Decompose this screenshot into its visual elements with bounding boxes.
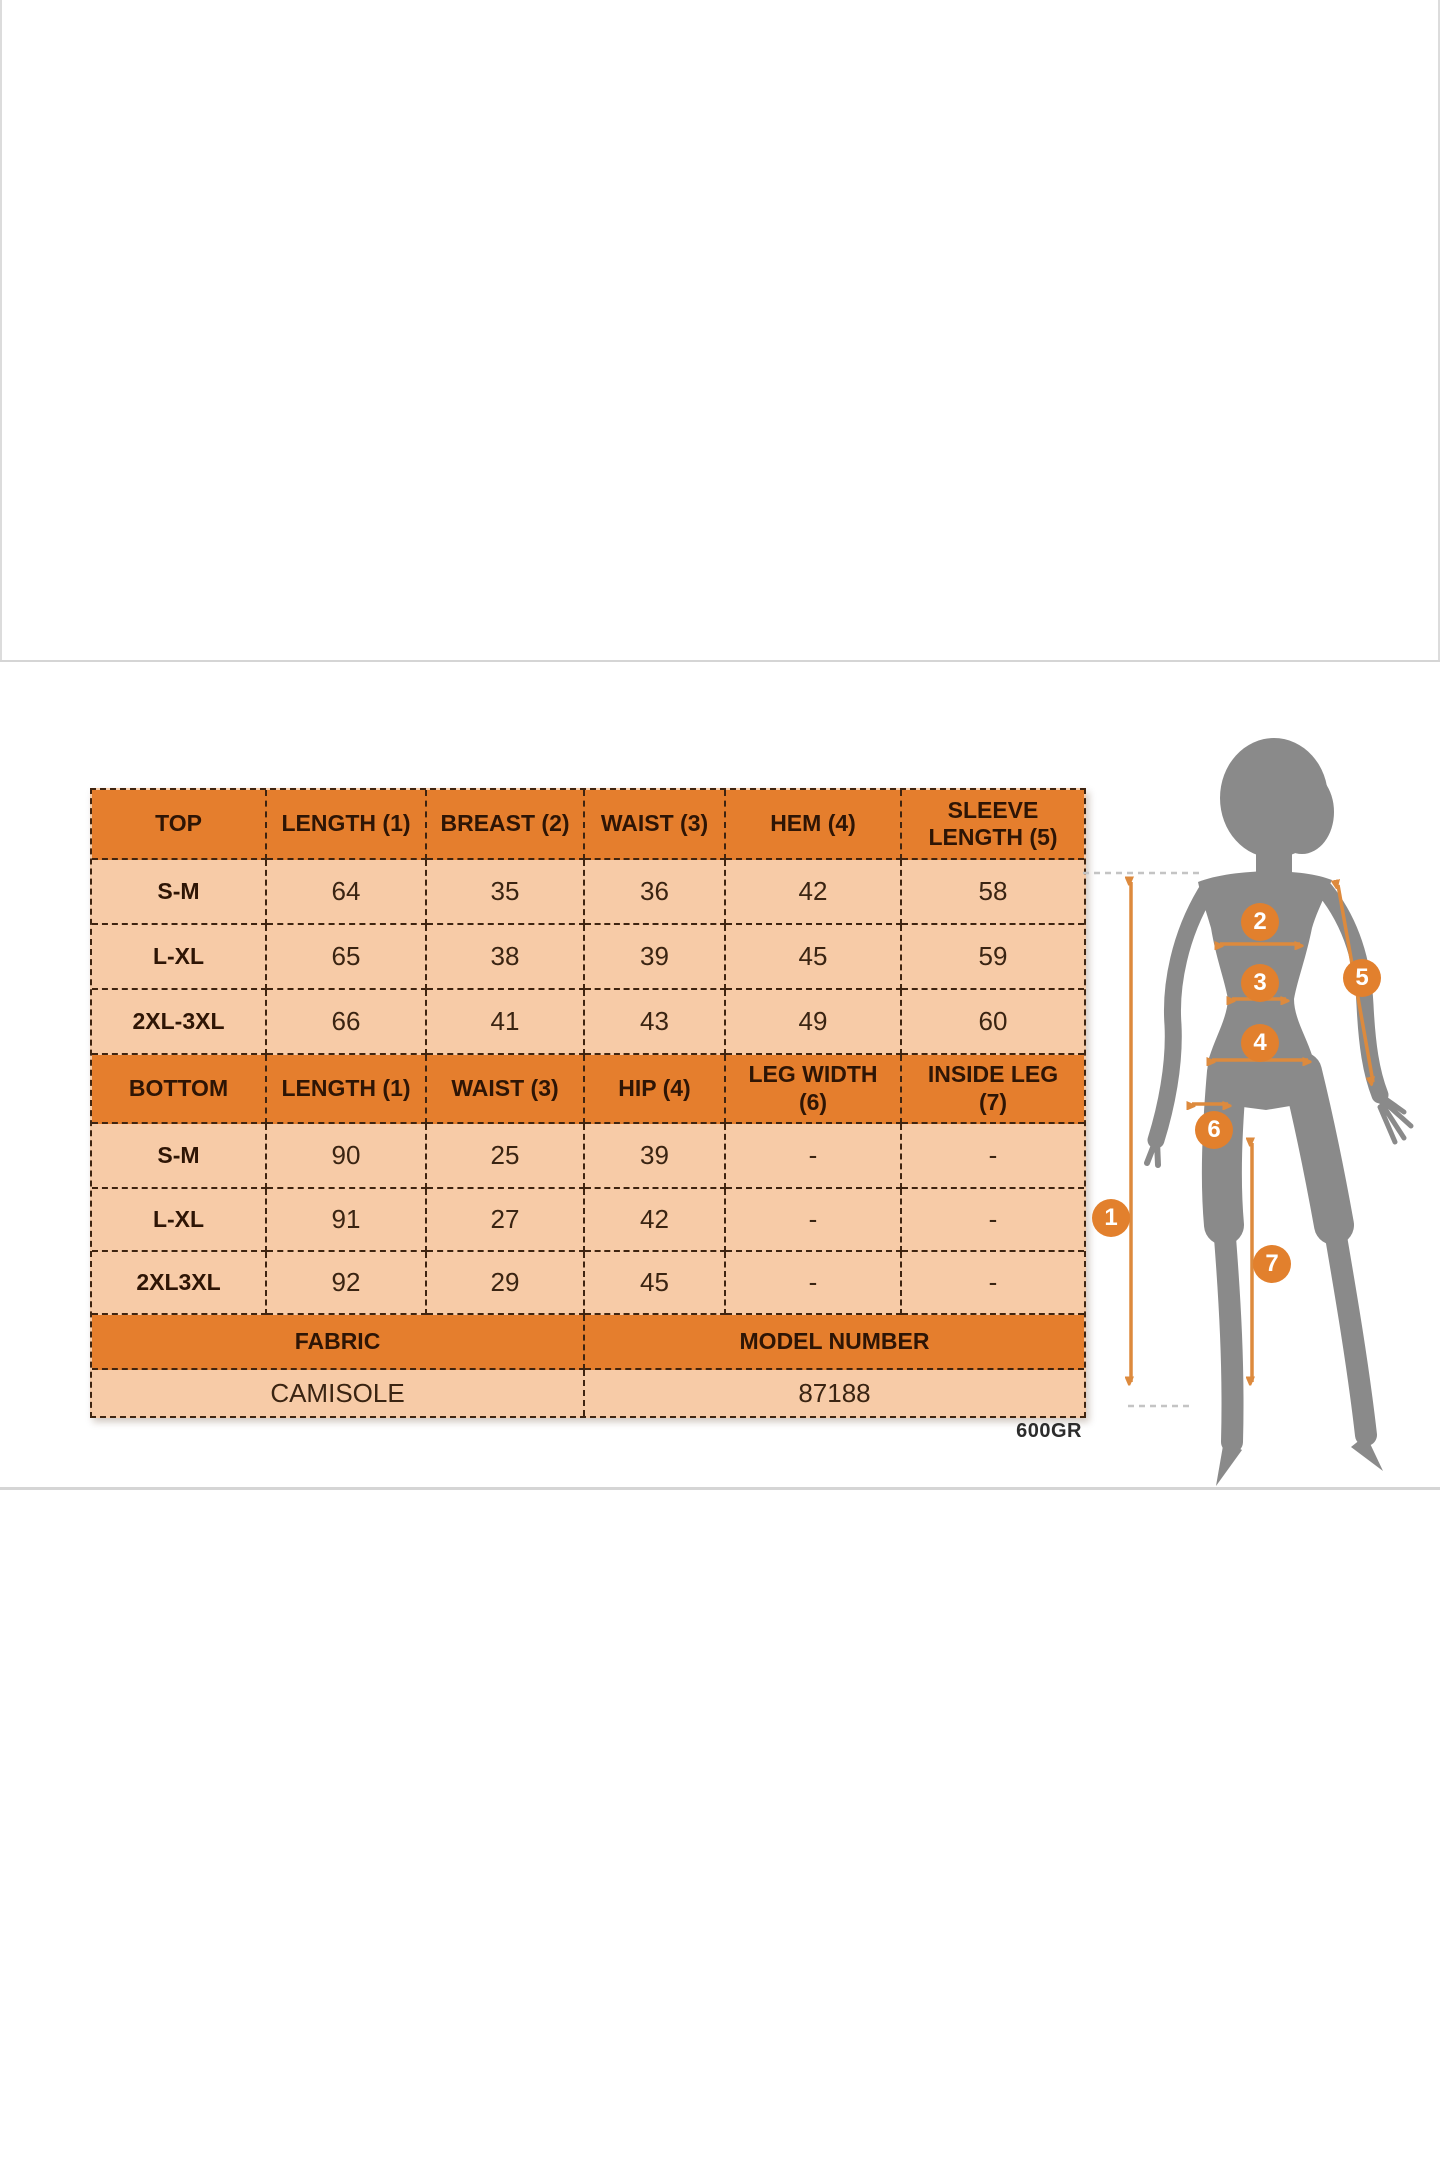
measurement-value: 39 bbox=[585, 1124, 726, 1189]
measurement-value: 90 bbox=[267, 1124, 427, 1189]
measurement-value: 92 bbox=[267, 1252, 427, 1315]
measurement-value: 43 bbox=[585, 990, 726, 1055]
column-header-hip: HIP (4) bbox=[585, 1055, 726, 1124]
size-row-label: 2XL3XL bbox=[92, 1252, 267, 1315]
column-header-inside-leg: INSIDE LEG (7) bbox=[902, 1055, 1084, 1124]
column-header-waist: WAIST (3) bbox=[585, 790, 726, 860]
measurement-value: 65 bbox=[267, 925, 427, 990]
column-header-breast: BREAST (2) bbox=[427, 790, 585, 860]
measurement-value: - bbox=[902, 1252, 1084, 1315]
measurement-value: 66 bbox=[267, 990, 427, 1055]
measurement-value: 27 bbox=[427, 1189, 585, 1252]
measurement-value: 35 bbox=[427, 860, 585, 925]
column-header-sleeve-length: SLEEVE LENGTH (5) bbox=[902, 790, 1084, 860]
measurement-value: 41 bbox=[427, 990, 585, 1055]
info-header-model-number: MODEL NUMBER bbox=[585, 1315, 1084, 1370]
measurement-value: 25 bbox=[427, 1124, 585, 1189]
weight-footnote: 600GR bbox=[1016, 1420, 1082, 1442]
column-header-leg-width: LEG WIDTH (6) bbox=[726, 1055, 902, 1124]
column-header-length-bottom: LENGTH (1) bbox=[267, 1055, 427, 1124]
size-row-label: S-M bbox=[92, 860, 267, 925]
measurement-value: - bbox=[726, 1189, 902, 1252]
measurement-value: 29 bbox=[427, 1252, 585, 1315]
measurement-value: 45 bbox=[726, 925, 902, 990]
column-header-waist-bottom: WAIST (3) bbox=[427, 1055, 585, 1124]
measurement-figure: 1 2 3 4 5 6 7 bbox=[1070, 700, 1440, 1500]
measurement-value: 42 bbox=[585, 1189, 726, 1252]
column-header-bottom: BOTTOM bbox=[92, 1055, 267, 1124]
measure-badge-4: 4 bbox=[1241, 1024, 1279, 1062]
measure-badge-7: 7 bbox=[1253, 1245, 1291, 1283]
size-row-label: L-XL bbox=[92, 925, 267, 990]
measure-badge-2: 2 bbox=[1241, 903, 1279, 941]
measurement-value: 42 bbox=[726, 860, 902, 925]
size-chart-table: TOP LENGTH (1) BREAST (2) WAIST (3) HEM … bbox=[90, 788, 1086, 1418]
fabric-value: CAMISOLE bbox=[92, 1370, 585, 1416]
measurement-value: 49 bbox=[726, 990, 902, 1055]
page-edge-line-left bbox=[0, 0, 2, 662]
divider-line-top bbox=[0, 660, 1440, 662]
measure-badge-5: 5 bbox=[1343, 959, 1381, 997]
measurement-value: - bbox=[902, 1189, 1084, 1252]
column-header-length: LENGTH (1) bbox=[267, 790, 427, 860]
measurement-value: - bbox=[902, 1124, 1084, 1189]
size-row-label: 2XL-3XL bbox=[92, 990, 267, 1055]
model-number-value: 87188 bbox=[585, 1370, 1084, 1416]
measurement-value: 59 bbox=[902, 925, 1084, 990]
measurement-value: 45 bbox=[585, 1252, 726, 1315]
measurement-value: - bbox=[726, 1252, 902, 1315]
column-header-hem: HEM (4) bbox=[726, 790, 902, 860]
page-edge-line-right bbox=[1438, 0, 1440, 662]
measurement-value: 64 bbox=[267, 860, 427, 925]
measurement-value: 60 bbox=[902, 990, 1084, 1055]
measure-badge-3: 3 bbox=[1241, 964, 1279, 1002]
size-row-label: L-XL bbox=[92, 1189, 267, 1252]
divider-line-bottom bbox=[0, 1487, 1440, 1490]
measurement-value: 58 bbox=[902, 860, 1084, 925]
size-row-label: S-M bbox=[92, 1124, 267, 1189]
measurement-value: 39 bbox=[585, 925, 726, 990]
measure-badge-6: 6 bbox=[1195, 1111, 1233, 1149]
measure-badge-1: 1 bbox=[1092, 1199, 1130, 1237]
measurement-value: 38 bbox=[427, 925, 585, 990]
column-header-top: TOP bbox=[92, 790, 267, 860]
female-silhouette-diagram bbox=[1083, 738, 1414, 1486]
measurement-value: 91 bbox=[267, 1189, 427, 1252]
measurement-value: - bbox=[726, 1124, 902, 1189]
measurement-value: 36 bbox=[585, 860, 726, 925]
info-header-fabric: FABRIC bbox=[92, 1315, 585, 1370]
guide-dashed-lines bbox=[1083, 871, 1202, 1408]
